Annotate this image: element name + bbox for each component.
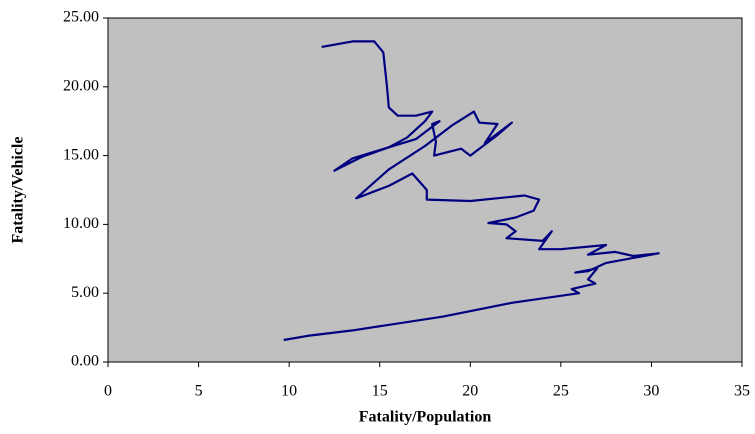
y-tick-label: 25.00 [63,9,99,26]
x-tick-label: 30 [643,383,659,400]
plot-area [107,17,743,363]
data-line [283,40,660,342]
x-tick-label: 10 [281,383,297,400]
x-tick-label: 0 [104,383,112,400]
y-axis-title: Fatality/Vehicle [10,137,27,244]
x-tick-label: 15 [372,383,388,400]
x-tick-label: 5 [195,383,203,400]
y-tick-label: 0.00 [71,353,99,370]
x-tick-label: 25 [553,383,569,400]
y-tick-label: 10.00 [63,215,99,232]
x-axis-title: Fatality/Population [359,409,492,426]
y-tick-label: 15.00 [63,146,99,163]
x-tick-label: 20 [462,383,478,400]
y-tick-label: 5.00 [71,284,99,301]
x-tick-label: 35 [734,383,750,400]
y-tick-label: 20.00 [63,77,99,94]
